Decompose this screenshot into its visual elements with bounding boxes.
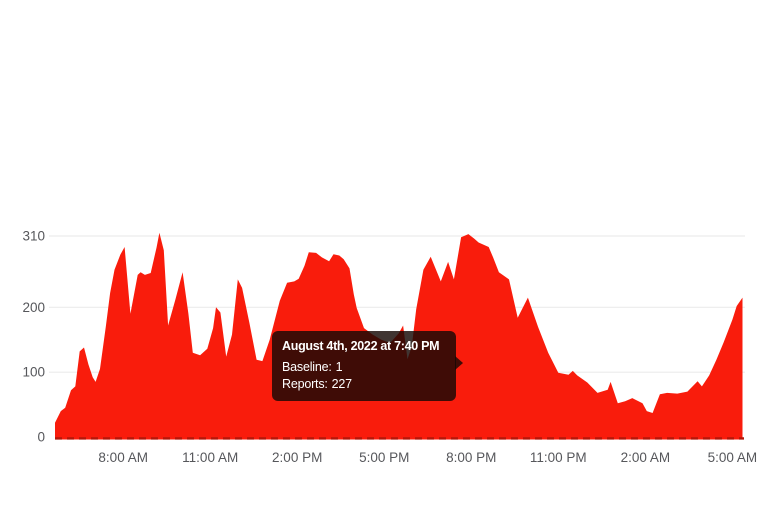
x-axis-tick-label: 5:00 AM — [708, 450, 758, 465]
tooltip-arrow-right-icon — [455, 356, 463, 370]
tooltip-reports-value: 227 — [331, 377, 352, 391]
tooltip-baseline-label: Baseline: — [282, 360, 332, 374]
y-axis-tick-label: 310 — [22, 229, 45, 244]
x-axis-tick-label: 2:00 PM — [272, 450, 322, 465]
x-axis-tick-label: 8:00 AM — [98, 450, 148, 465]
x-axis-tick-label: 5:00 PM — [359, 450, 409, 465]
tooltip-baseline-row: Baseline: 1 — [282, 359, 446, 376]
y-axis-tick-label: 100 — [22, 365, 45, 380]
x-axis-tick-label: 8:00 PM — [446, 450, 496, 465]
x-axis-tick-label: 2:00 AM — [621, 450, 671, 465]
x-axis-tick-label: 11:00 AM — [182, 450, 238, 465]
tooltip-baseline-value: 1 — [335, 360, 343, 374]
y-axis-tick-label: 0 — [37, 430, 45, 445]
chart-tooltip: August 4th, 2022 at 7:40 PM Baseline: 1 R… — [272, 331, 463, 401]
tooltip-reports-label: Reports: — [282, 377, 328, 391]
tooltip-title: August 4th, 2022 at 7:40 PM — [282, 339, 440, 353]
tooltip-reports-row: Reports: 227 — [282, 376, 446, 393]
y-axis-tick-label: 200 — [22, 300, 45, 315]
x-axis-tick-label: 11:00 PM — [530, 450, 587, 465]
